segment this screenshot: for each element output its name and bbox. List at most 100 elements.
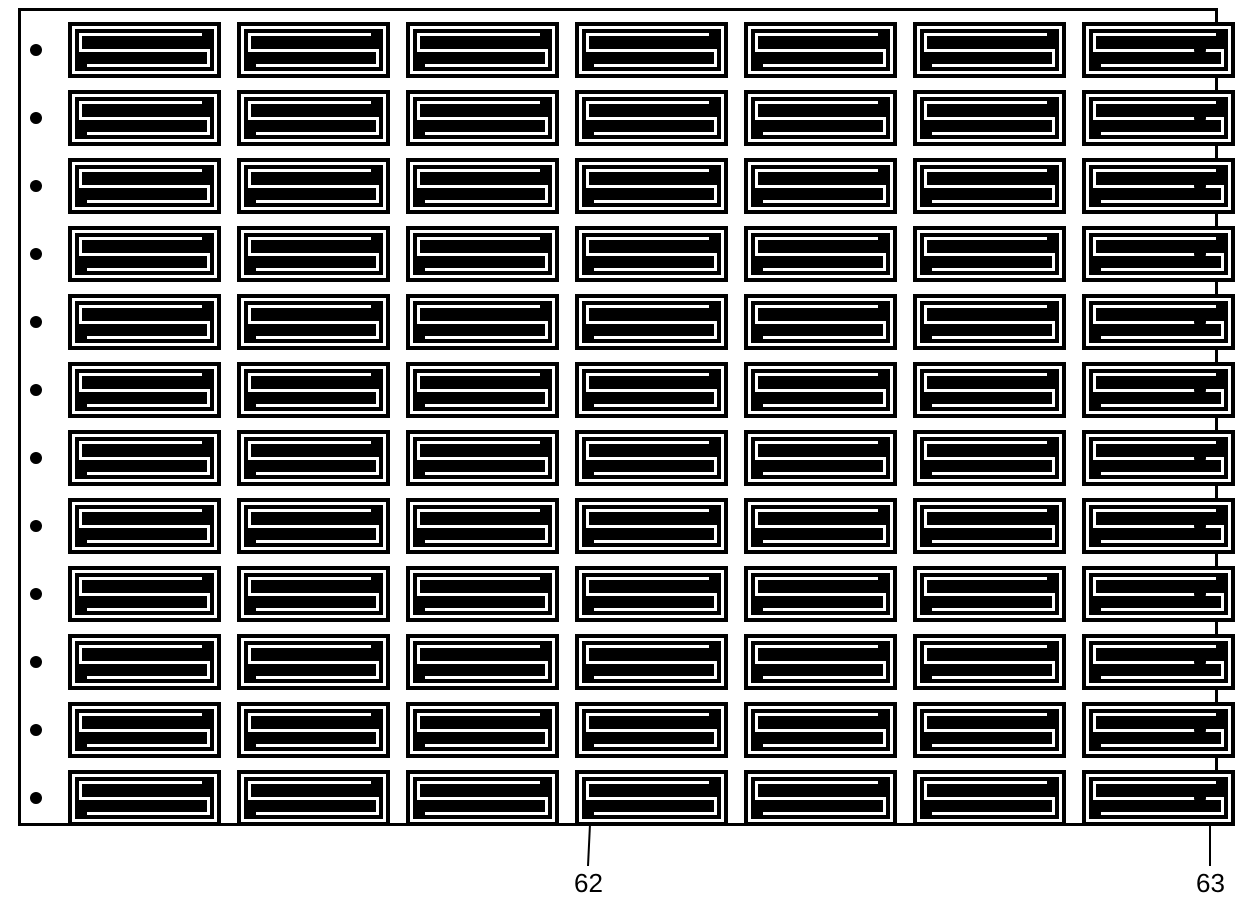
array-cell	[913, 770, 1066, 826]
array-cell	[1082, 702, 1235, 758]
array-cell	[744, 770, 897, 826]
alignment-dot-right	[1194, 452, 1206, 464]
alignment-dot-right	[1194, 384, 1206, 396]
array-cell	[1082, 22, 1235, 78]
array-cell	[913, 362, 1066, 418]
array-cell	[1082, 770, 1235, 826]
array-cell	[913, 634, 1066, 690]
alignment-dot-right	[1194, 724, 1206, 736]
alignment-dot-left	[30, 792, 42, 804]
array-cell	[575, 90, 728, 146]
array-cell	[406, 634, 559, 690]
array-cell	[237, 498, 390, 554]
alignment-dot-right	[1194, 112, 1206, 124]
array-cell	[575, 430, 728, 486]
array-cell	[744, 362, 897, 418]
array-cell	[575, 498, 728, 554]
array-cell	[237, 90, 390, 146]
array-cell	[237, 566, 390, 622]
array-cell	[68, 498, 221, 554]
alignment-dot-right	[1194, 792, 1206, 804]
array-cell	[68, 362, 221, 418]
array-cell	[237, 702, 390, 758]
array-cell	[1082, 158, 1235, 214]
array-cell	[575, 226, 728, 282]
array-cell	[406, 566, 559, 622]
array-cell	[68, 430, 221, 486]
array-cell	[1082, 90, 1235, 146]
array-cell	[1082, 498, 1235, 554]
array-cell	[406, 362, 559, 418]
alignment-dot-left	[30, 44, 42, 56]
cell-grid	[68, 22, 1235, 826]
alignment-dot-left	[30, 248, 42, 260]
alignment-dot-right	[1194, 180, 1206, 192]
array-cell	[575, 158, 728, 214]
array-cell	[744, 430, 897, 486]
array-cell	[744, 702, 897, 758]
array-cell	[68, 566, 221, 622]
array-cell	[406, 498, 559, 554]
alignment-dot-left	[30, 384, 42, 396]
array-cell	[575, 294, 728, 350]
array-cell	[744, 22, 897, 78]
alignment-dot-left	[30, 112, 42, 124]
array-cell	[1082, 362, 1235, 418]
array-cell	[406, 158, 559, 214]
array-cell	[575, 22, 728, 78]
alignment-dot-left	[30, 588, 42, 600]
array-cell	[237, 294, 390, 350]
array-cell	[406, 294, 559, 350]
array-cell	[237, 226, 390, 282]
array-cell	[913, 158, 1066, 214]
array-cell	[744, 90, 897, 146]
alignment-dot-right	[1194, 248, 1206, 260]
array-cell	[68, 770, 221, 826]
array-cell	[744, 566, 897, 622]
array-cell	[1082, 294, 1235, 350]
alignment-dot-left	[30, 452, 42, 464]
array-cell	[575, 362, 728, 418]
array-cell	[744, 226, 897, 282]
array-cell	[913, 498, 1066, 554]
alignment-dot-left	[30, 180, 42, 192]
array-cell	[68, 702, 221, 758]
alignment-dot-left	[30, 316, 42, 328]
alignment-dot-right	[1194, 520, 1206, 532]
array-cell	[575, 770, 728, 826]
label-63: 63	[1196, 868, 1225, 899]
array-cell	[237, 158, 390, 214]
array-cell	[744, 634, 897, 690]
array-cell	[575, 566, 728, 622]
array-cell	[237, 362, 390, 418]
alignment-dot-left	[30, 724, 42, 736]
array-cell	[913, 702, 1066, 758]
array-cell	[913, 22, 1066, 78]
array-cell	[575, 702, 728, 758]
array-cell	[406, 22, 559, 78]
alignment-dot-left	[30, 520, 42, 532]
array-cell	[237, 634, 390, 690]
array-cell	[913, 566, 1066, 622]
array-cell	[913, 226, 1066, 282]
alignment-dot-right	[1194, 44, 1206, 56]
array-cell	[237, 770, 390, 826]
array-cell	[406, 770, 559, 826]
array-cell	[1082, 634, 1235, 690]
label-62: 62	[574, 868, 603, 899]
alignment-dot-right	[1194, 316, 1206, 328]
array-cell	[406, 90, 559, 146]
alignment-dot-left	[30, 656, 42, 668]
array-cell	[744, 158, 897, 214]
array-cell	[237, 22, 390, 78]
array-cell	[68, 226, 221, 282]
array-cell	[406, 226, 559, 282]
array-cell	[68, 90, 221, 146]
array-cell	[744, 294, 897, 350]
array-cell	[406, 430, 559, 486]
array-cell	[744, 498, 897, 554]
array-cell	[68, 634, 221, 690]
array-cell	[1082, 226, 1235, 282]
array-cell	[1082, 430, 1235, 486]
array-cell	[913, 90, 1066, 146]
